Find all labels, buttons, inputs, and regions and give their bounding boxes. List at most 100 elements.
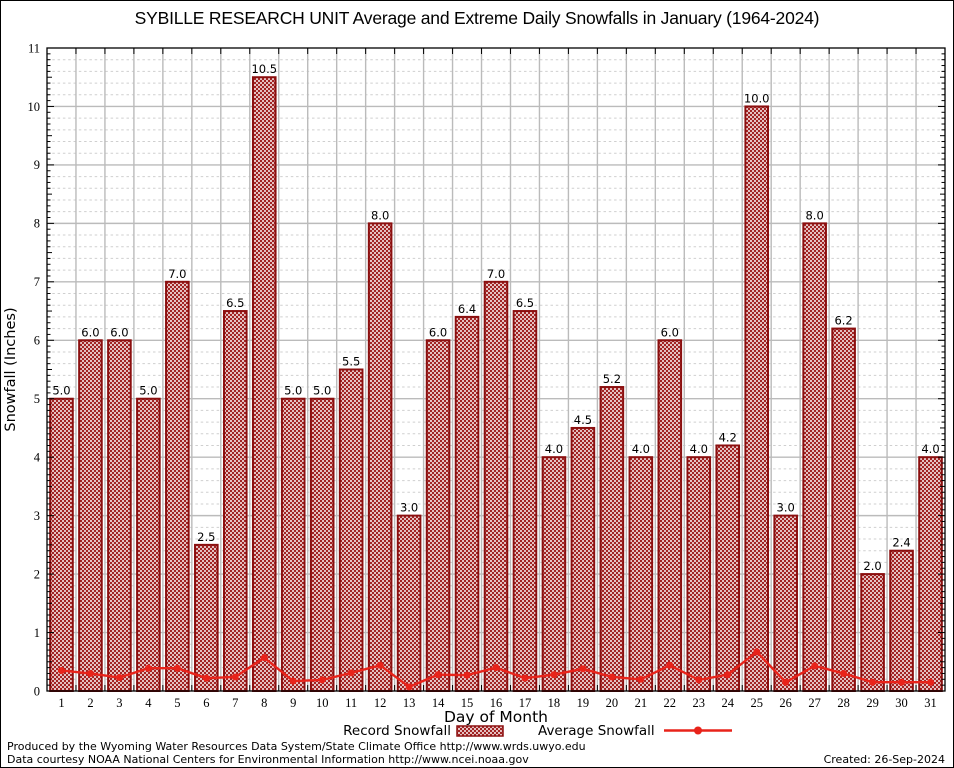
bar-day-23 <box>686 456 712 692</box>
average-marker-day-25 <box>753 648 761 656</box>
bar-label-day-16: 7.0 <box>487 267 505 281</box>
legend-marker-average-snowfall <box>694 726 702 735</box>
average-marker-day-15 <box>463 671 471 679</box>
bar-day-29 <box>860 573 885 692</box>
x-tick-label-13: 13 <box>403 696 416 710</box>
x-tick-label-18: 18 <box>548 696 561 710</box>
legend: Record Snowfall Average Snowfall <box>343 723 732 739</box>
average-marker-day-24 <box>724 671 732 679</box>
bar-label-day-5: 7.0 <box>168 267 186 281</box>
bar-day-16 <box>483 280 509 692</box>
average-marker-day-1 <box>57 667 65 675</box>
x-tick-label-14: 14 <box>432 696 445 710</box>
x-tick-label-26: 26 <box>779 696 792 710</box>
bar-day-22 <box>657 339 683 692</box>
average-marker-day-17 <box>521 674 529 682</box>
footer-producer: Produced by the Wyoming Water Resources … <box>7 740 586 753</box>
bar-day-19 <box>570 426 596 692</box>
bar-day-10 <box>309 397 335 692</box>
x-tick-label-2: 2 <box>87 696 93 710</box>
x-tick-label-4: 4 <box>145 696 152 710</box>
average-marker-day-22 <box>666 661 674 669</box>
bar-day-14 <box>425 339 451 692</box>
bar-label-day-3: 6.0 <box>110 325 128 339</box>
x-tick-label-25: 25 <box>750 696 763 710</box>
bar-day-30 <box>889 549 914 693</box>
bar-day-7 <box>222 310 248 692</box>
bar-label-day-7: 6.5 <box>226 296 244 310</box>
bar-day-15 <box>454 315 480 692</box>
x-tick-label-29: 29 <box>866 696 879 710</box>
bar-day-2 <box>78 339 103 692</box>
bar-day-17 <box>512 310 538 692</box>
bar-day-11 <box>338 368 364 692</box>
x-tick-label-27: 27 <box>808 696 821 710</box>
bar-label-day-28: 6.2 <box>834 314 852 328</box>
average-marker-day-19 <box>579 665 587 673</box>
average-marker-day-23 <box>695 676 703 684</box>
y-tick-label-3: 3 <box>34 509 40 523</box>
x-tick-label-22: 22 <box>664 696 677 710</box>
bar-label-day-6: 2.5 <box>197 530 215 544</box>
bar-label-day-4: 5.0 <box>139 384 157 398</box>
bar-day-4 <box>136 397 161 692</box>
bar-label-day-1: 5.0 <box>52 384 70 398</box>
bar-label-day-29: 2.0 <box>863 559 881 573</box>
bar-label-day-14: 6.0 <box>429 325 447 339</box>
bar-label-day-10: 5.0 <box>313 384 331 398</box>
x-tick-label-23: 23 <box>693 696 706 710</box>
bar-day-8 <box>251 76 277 692</box>
average-marker-day-21 <box>637 675 645 683</box>
x-tick-label-21: 21 <box>635 696 648 710</box>
bar-label-day-26: 3.0 <box>777 501 795 515</box>
x-axis-ticks <box>46 48 946 691</box>
bar-day-26 <box>773 514 798 692</box>
bar-label-day-21: 4.0 <box>632 442 650 456</box>
y-axis-labels: 0 1 2 3 4 5 6 7 8 9 10 11 <box>28 41 41 698</box>
x-tick-label-31: 31 <box>924 696 937 710</box>
y-axis-title: Snowfall (Inches) <box>3 307 19 431</box>
average-marker-day-5 <box>173 664 181 672</box>
bar-day-3 <box>107 339 132 692</box>
y-tick-label-1: 1 <box>34 626 40 640</box>
record-snowfall-bars <box>49 76 943 693</box>
bar-day-1 <box>49 397 74 692</box>
x-tick-label-9: 9 <box>290 696 296 710</box>
x-tick-label-7: 7 <box>232 696 238 710</box>
bar-day-18 <box>541 456 567 692</box>
y-tick-label-10: 10 <box>28 100 41 114</box>
bar-label-day-23: 4.0 <box>690 442 708 456</box>
x-tick-label-20: 20 <box>606 696 619 710</box>
average-marker-day-3 <box>115 674 123 682</box>
x-tick-label-6: 6 <box>203 696 209 710</box>
average-marker-day-13 <box>405 683 413 691</box>
y-axis-ticks <box>47 47 945 692</box>
average-marker-day-28 <box>840 669 848 677</box>
x-tick-label-10: 10 <box>316 696 329 710</box>
average-marker-day-20 <box>608 673 616 681</box>
x-tick-label-17: 17 <box>519 696 532 710</box>
average-marker-day-2 <box>86 669 94 677</box>
bar-label-day-20: 5.2 <box>603 372 621 386</box>
footer-created-date: Created: 26-Sep-2024 <box>823 753 945 766</box>
bar-label-day-30: 2.4 <box>892 536 910 550</box>
x-tick-label-24: 24 <box>721 696 734 710</box>
x-tick-label-19: 19 <box>577 696 590 710</box>
x-tick-label-15: 15 <box>461 696 474 710</box>
y-tick-label-0: 0 <box>34 684 40 698</box>
bar-label-day-11: 5.5 <box>342 355 360 369</box>
x-axis-title: Day of Month <box>444 708 548 726</box>
average-marker-day-30 <box>898 678 906 686</box>
x-tick-label-11: 11 <box>345 696 357 710</box>
bar-day-25 <box>744 105 770 693</box>
bar-label-day-24: 4.2 <box>719 430 737 444</box>
bar-day-21 <box>628 456 654 692</box>
legend-label-average-snowfall: Average Snowfall <box>538 723 655 739</box>
bar-day-28 <box>831 327 856 692</box>
average-snowfall-line <box>57 648 935 691</box>
bar-label-day-15: 6.4 <box>458 302 476 316</box>
bar-day-5 <box>165 280 190 692</box>
bar-label-day-25: 10.0 <box>744 91 770 105</box>
